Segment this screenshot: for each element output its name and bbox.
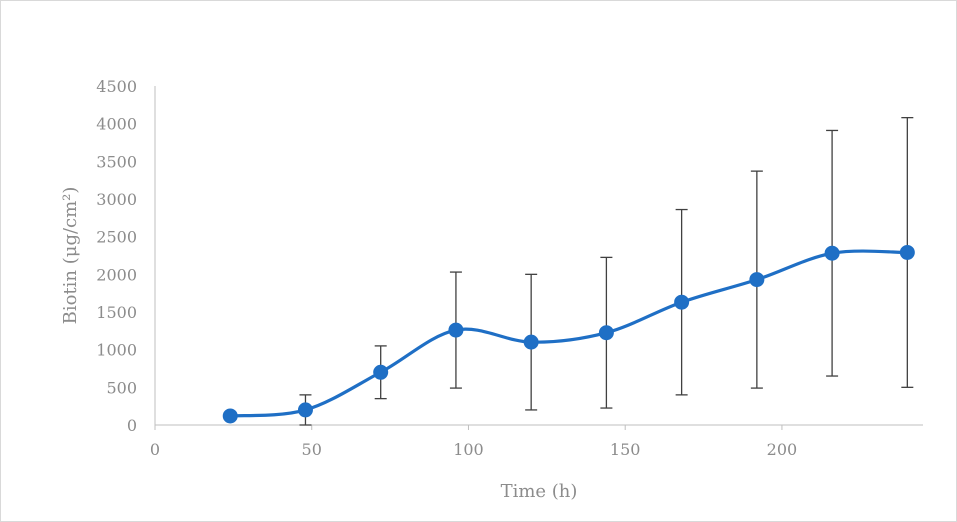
data-point <box>824 245 840 261</box>
axes <box>154 86 923 430</box>
data-point <box>448 322 464 338</box>
y-axis-title: Biotin (μg/cm²) <box>60 187 81 325</box>
y-axis-tick-labels: 0 500 1000 1500 2000 2500 3000 3500 4000 4500 <box>96 77 137 435</box>
series-lines <box>228 249 909 418</box>
y-tick-label: 2000 <box>96 265 137 284</box>
x-tick-label: 150 <box>610 440 641 459</box>
data-point <box>899 244 915 260</box>
x-tick-label: 100 <box>453 440 484 459</box>
y-tick-label: 1500 <box>96 303 137 322</box>
y-tick-label: 500 <box>106 378 137 397</box>
x-tick-label: 200 <box>767 440 798 459</box>
data-point <box>523 334 539 350</box>
x-axis-tick-labels: 0 50 100 150 200 <box>150 440 797 459</box>
y-tick-label: 1000 <box>96 341 137 360</box>
y-tick-label: 2500 <box>96 228 137 247</box>
data-point <box>598 325 614 341</box>
series-line <box>228 249 909 418</box>
y-tick-label: 0 <box>127 416 137 435</box>
data-point <box>297 402 313 418</box>
y-tick-label: 3000 <box>96 190 137 209</box>
y-tick-label: 3500 <box>96 152 137 171</box>
x-tick-label: 50 <box>302 440 322 459</box>
data-point <box>674 294 690 310</box>
x-axis-title: Time (h) <box>501 481 578 502</box>
x-tick-label: 0 <box>150 440 160 459</box>
y-tick-label: 4000 <box>96 115 137 134</box>
error-bars <box>299 116 914 426</box>
data-point <box>373 364 389 380</box>
y-tick-label: 4500 <box>96 77 137 96</box>
data-point <box>749 272 765 288</box>
data-points <box>222 244 915 424</box>
data-point <box>222 408 238 424</box>
